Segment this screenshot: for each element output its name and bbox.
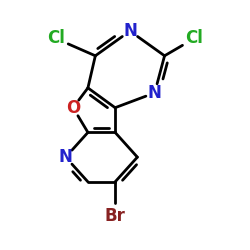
Text: Cl: Cl: [47, 30, 65, 48]
Text: Cl: Cl: [185, 30, 203, 48]
Text: O: O: [66, 99, 80, 117]
Text: N: N: [148, 84, 162, 102]
Text: Br: Br: [105, 208, 126, 226]
Text: N: N: [123, 22, 137, 40]
Text: N: N: [59, 148, 72, 166]
